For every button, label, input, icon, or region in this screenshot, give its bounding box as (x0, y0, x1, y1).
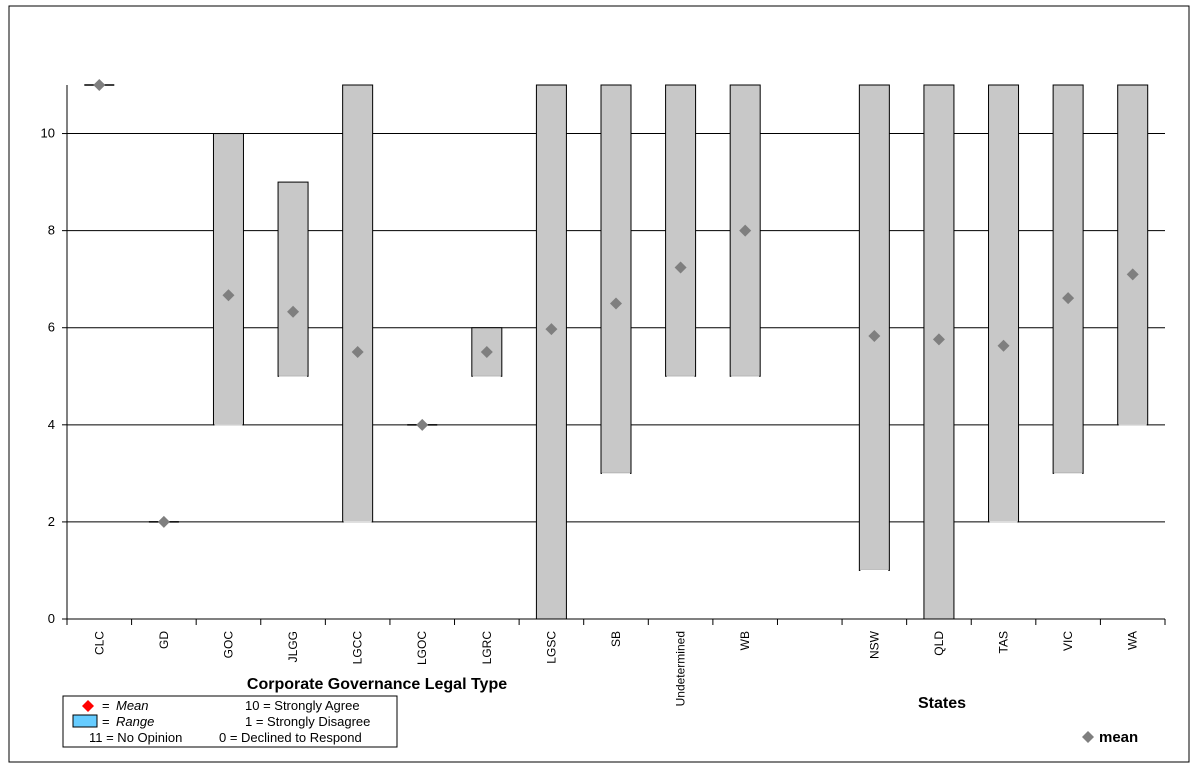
x-tick-label-QLD: QLD (932, 631, 946, 656)
series-legend: mean (1082, 729, 1138, 746)
mean-marker-LGCC (351, 346, 364, 358)
x-tick-label-WB: WB (738, 631, 752, 650)
key-box-border (62, 695, 398, 748)
range-bar-SB (600, 84, 632, 474)
key-box: = Mean = Range 10 = Strongly Agree 1 = S… (62, 695, 398, 748)
legend-mean-diamond-icon (1082, 731, 1094, 743)
key-range-swatch-icon (72, 714, 98, 728)
key-no-opinion: 11 = No Opinion (89, 730, 182, 745)
mean-markers (93, 79, 1139, 528)
mean-marker-VIC (1062, 292, 1075, 305)
mean-marker-WA (1126, 268, 1139, 281)
x-tick-label-LGOC: LGOC (415, 631, 429, 665)
mean-marker-SB (610, 297, 622, 310)
key-strongly-agree: 10 = Strongly Agree (245, 698, 360, 713)
range-bar-WA (1117, 84, 1149, 426)
key-range-label: Range (116, 714, 154, 729)
mean-marker-GOC (222, 289, 235, 302)
mean-marker-CLC (93, 79, 106, 91)
range-bars (84, 84, 1149, 620)
range-bar-LGSC (535, 84, 567, 620)
y-tick-label-2: 2 (48, 514, 55, 529)
group-label-legal-type: Corporate Governance Legal Type (247, 676, 507, 693)
key-mean-eq: = (102, 698, 110, 713)
range-bar-VIC (1052, 84, 1084, 474)
x-tick-label-CLC: CLC (92, 631, 106, 655)
group-label-states: States (918, 695, 966, 712)
x-tick-label-NSW: NSW (867, 630, 881, 659)
key-strongly-disagree: 1 = Strongly Disagree (245, 714, 370, 729)
x-tick-label-LGCC: LGCC (351, 631, 365, 665)
mean-marker-QLD (932, 333, 945, 346)
mean-marker-WB (739, 224, 752, 237)
range-bar-GOC (212, 133, 244, 426)
y-tick-label-8: 8 (48, 223, 55, 238)
mean-marker-LGRC (480, 346, 493, 358)
range-bar-Undetermined (665, 84, 697, 377)
axes (62, 85, 1166, 625)
range-bar-QLD (923, 84, 955, 620)
y-tick-label-10: 10 (41, 126, 55, 141)
x-tick-labels: CLC GD GOC JLGG LGCC LGOC LGRC LGSC SB Undetermin… (92, 630, 1139, 706)
legend-mean-label: mean (1099, 729, 1138, 746)
key-range-eq: = (102, 714, 110, 729)
mean-marker-GD (157, 515, 170, 528)
y-tick-labels: 0 2 4 6 8 10 (41, 126, 55, 626)
x-tick-label-TAS: TAS (997, 631, 1011, 653)
mean-marker-LGOC (416, 418, 429, 431)
x-tick-label-WA: WA (1126, 631, 1140, 650)
range-bar-JLGG (277, 181, 309, 377)
mean-marker-LGSC (545, 323, 558, 336)
y-tick-label-0: 0 (48, 611, 55, 626)
mean-marker-Undetermined (674, 261, 687, 274)
range-bar-TAS (988, 84, 1020, 523)
mean-marker-TAS (997, 339, 1010, 352)
x-tick-label-GOC: GOC (221, 631, 235, 659)
key-declined: 0 = Declined to Respond (219, 730, 362, 745)
range-bar-LGCC (342, 84, 374, 523)
x-tick-label-LGRC: LGRC (480, 631, 494, 665)
x-tick-label-LGSC: LGSC (544, 631, 558, 664)
key-mean-label: Mean (116, 698, 149, 713)
y-tick-label-6: 6 (48, 320, 55, 335)
x-tick-label-SB: SB (609, 631, 623, 647)
x-tick-label-Undetermined: Undetermined (674, 631, 688, 706)
x-tick-label-VIC: VIC (1061, 631, 1075, 651)
x-tick-label-JLGG: JLGG (286, 631, 300, 662)
x-tick-label-GD: GD (157, 631, 171, 649)
range-bar-NSW (858, 84, 890, 571)
mean-marker-JLGG (287, 305, 300, 318)
mean-marker-NSW (868, 329, 881, 342)
y-tick-label-4: 4 (48, 417, 55, 432)
key-mean-diamond-icon (82, 700, 94, 712)
